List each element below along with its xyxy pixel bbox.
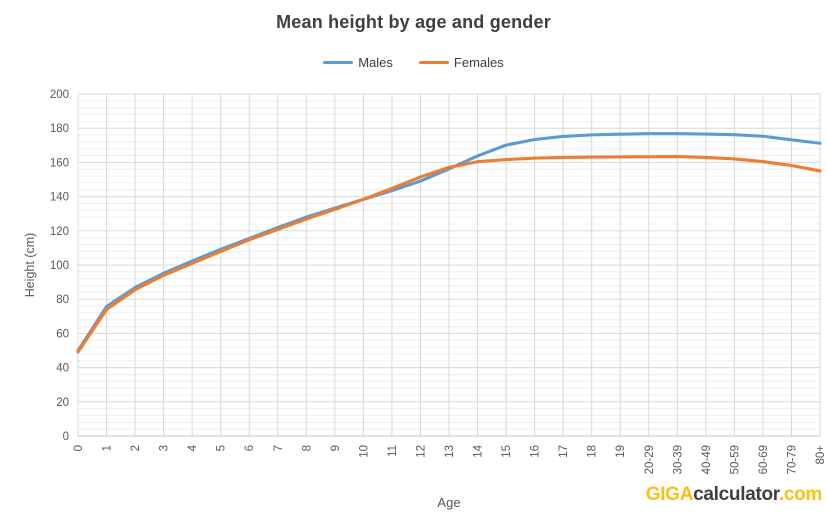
legend-item-females: Females [418, 55, 504, 70]
y-axis-tick-label: 20 [56, 397, 69, 409]
x-axis-title: Age [437, 495, 461, 510]
x-axis-tick-label: 80+ [815, 445, 827, 465]
x-axis-tick-label: 60-69 [758, 445, 770, 474]
y-axis-tick-label: 140 [50, 192, 69, 204]
x-axis-tick-label: 50-59 [729, 445, 741, 474]
y-axis-tick-label: 180 [50, 123, 69, 135]
x-axis-tick-label: 70-79 [786, 445, 798, 474]
logo-dotcom: .com [778, 484, 822, 505]
x-axis-tick-label: 11 [387, 445, 399, 457]
x-axis-tick-label: 10 [358, 445, 370, 458]
x-axis-tick-label: 12 [415, 445, 427, 458]
males-line-swatch [323, 61, 354, 64]
y-axis-title: Height (cm) [23, 232, 37, 298]
logo-giga: GIGA [645, 484, 694, 505]
chart-title: Mean height by age and gender [276, 12, 551, 32]
y-axis-tick-label: 160 [50, 157, 69, 169]
y-axis-tick-label: 80 [56, 294, 69, 306]
x-axis-tick-label: 18 [587, 445, 599, 458]
legend-label-males: Males [358, 55, 393, 70]
x-axis-tick-label: 5 [216, 445, 228, 451]
y-axis-tick-label: 100 [50, 260, 69, 272]
gigacalculator-logo: GIGAcalculator.com [645, 484, 823, 506]
x-axis-tick-label: 16 [530, 445, 542, 458]
x-axis-tick-label: 3 [159, 445, 171, 451]
x-axis-tick-label: 13 [444, 445, 456, 458]
x-axis-tick-label: 40-49 [701, 445, 713, 474]
x-axis-tick-label: 7 [273, 445, 285, 451]
x-axis-tick-label: 9 [330, 445, 342, 451]
x-axis-tick-label: 6 [244, 445, 256, 451]
y-axis-tick-label: 0 [63, 431, 69, 443]
logo-calculator: calculator [693, 484, 779, 505]
x-axis-tick-label: 14 [473, 444, 485, 457]
legend: Males Females [0, 55, 827, 70]
females-line-swatch [418, 61, 449, 64]
x-axis-tick-label: 1 [102, 445, 114, 451]
y-axis-tick-label: 60 [56, 328, 69, 340]
legend-label-females: Females [453, 55, 504, 70]
x-axis-tick-label: 15 [501, 445, 513, 458]
y-axis-tick-label: 200 [50, 89, 69, 101]
x-axis-tick-label: 30-39 [672, 445, 684, 474]
females-line [76, 155, 822, 354]
x-axis-tick-label: 4 [187, 444, 199, 451]
x-axis-tick-label: 0 [73, 445, 85, 451]
x-axis-tick-label: 8 [301, 445, 313, 451]
y-axis-tick-label: 40 [56, 363, 69, 375]
y-axis-tick-label: 120 [50, 226, 69, 238]
x-axis-tick-label: 17 [558, 445, 570, 458]
x-axis-tick-label: 20-29 [644, 445, 656, 474]
legend-item-males: Males [323, 55, 393, 70]
x-axis-tick-label: 19 [615, 445, 627, 458]
x-axis-tick-label: 2 [130, 445, 142, 451]
